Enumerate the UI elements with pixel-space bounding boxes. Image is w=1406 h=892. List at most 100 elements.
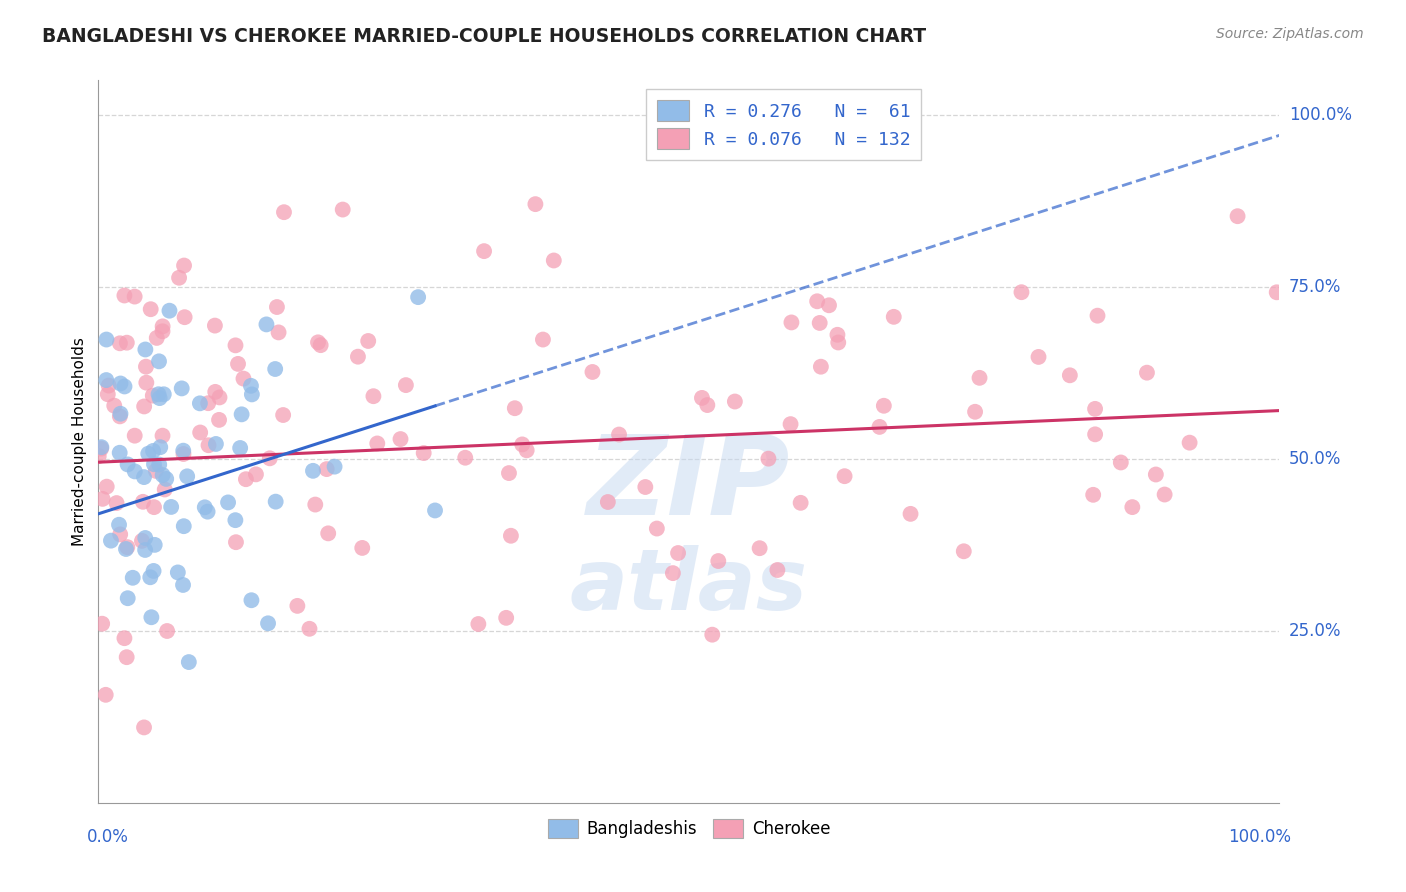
Point: [702, 628, 724, 642]
Point: [204, 318, 226, 333]
Point: [395, 378, 418, 392]
Point: [510, 437, 533, 451]
Point: [194, 500, 217, 515]
Point: [132, 720, 155, 734]
Point: [316, 526, 339, 541]
Point: [254, 318, 277, 332]
Point: [1121, 500, 1143, 515]
Point: [208, 391, 231, 405]
Point: [259, 451, 281, 466]
Point: [152, 319, 174, 334]
Point: [166, 566, 188, 580]
Point: [134, 531, 156, 545]
Point: [869, 420, 891, 434]
Point: [160, 500, 183, 514]
Point: [1011, 285, 1033, 300]
Point: [366, 436, 388, 450]
Point: [302, 464, 325, 478]
Point: [304, 498, 326, 512]
Point: [167, 270, 190, 285]
Point: [197, 438, 219, 452]
Point: [134, 343, 156, 357]
Point: [472, 244, 495, 259]
Point: [97, 387, 120, 401]
Point: [516, 443, 538, 458]
Point: [524, 197, 547, 211]
Point: [495, 611, 517, 625]
Point: [779, 417, 801, 431]
Point: [724, 394, 747, 409]
Point: [172, 447, 194, 461]
Point: [153, 483, 176, 497]
Point: [197, 396, 219, 410]
Point: [142, 389, 165, 403]
Point: [172, 443, 194, 458]
Point: [173, 259, 195, 273]
Point: [808, 316, 831, 330]
Point: [696, 398, 718, 412]
Point: [969, 371, 991, 385]
Point: [298, 622, 321, 636]
Point: [121, 571, 143, 585]
Point: [818, 298, 841, 312]
Point: [503, 401, 526, 416]
Point: [229, 441, 252, 455]
Point: [94, 688, 117, 702]
Point: [143, 457, 166, 471]
Point: [108, 409, 131, 424]
Point: [145, 331, 167, 345]
Point: [176, 469, 198, 483]
Point: [110, 376, 132, 391]
Point: [108, 527, 131, 541]
Point: [499, 529, 522, 543]
Point: [315, 462, 337, 476]
Point: [758, 451, 780, 466]
Point: [1084, 401, 1107, 416]
Point: [100, 533, 122, 548]
Point: [1265, 285, 1288, 300]
Point: [172, 578, 194, 592]
Point: [780, 315, 803, 329]
Point: [217, 495, 239, 509]
Point: [188, 396, 211, 410]
Point: [117, 591, 139, 606]
Point: [412, 446, 434, 460]
Text: BANGLADESHI VS CHEROKEE MARRIED-COUPLE HOUSEHOLDS CORRELATION CHART: BANGLADESHI VS CHEROKEE MARRIED-COUPLE H…: [42, 27, 927, 45]
Point: [148, 387, 170, 401]
Point: [900, 507, 922, 521]
Point: [332, 202, 354, 217]
Point: [112, 631, 135, 645]
Point: [748, 541, 770, 556]
Point: [257, 616, 280, 631]
Point: [498, 466, 520, 480]
Point: [806, 294, 828, 309]
Point: [285, 599, 308, 613]
Point: [883, 310, 905, 324]
Point: [152, 468, 174, 483]
Text: Source: ZipAtlas.com: Source: ZipAtlas.com: [1216, 27, 1364, 41]
Point: [231, 408, 253, 422]
Point: [423, 503, 446, 517]
Point: [1087, 309, 1109, 323]
Point: [810, 359, 832, 374]
Point: [208, 413, 231, 427]
Point: [1136, 366, 1159, 380]
Point: [148, 354, 170, 368]
Point: [96, 333, 118, 347]
Point: [235, 472, 257, 486]
Point: [115, 335, 138, 350]
Text: atlas: atlas: [569, 544, 808, 628]
Point: [134, 400, 156, 414]
Point: [142, 444, 165, 458]
Point: [543, 253, 565, 268]
Point: [271, 408, 294, 422]
Point: [90, 440, 112, 454]
Point: [205, 437, 228, 451]
Point: [131, 533, 153, 548]
Point: [90, 442, 112, 456]
Point: [965, 405, 987, 419]
Point: [108, 517, 131, 532]
Point: [115, 650, 138, 665]
Legend: Bangladeshis, Cherokee: Bangladeshis, Cherokee: [541, 813, 837, 845]
Point: [156, 624, 179, 638]
